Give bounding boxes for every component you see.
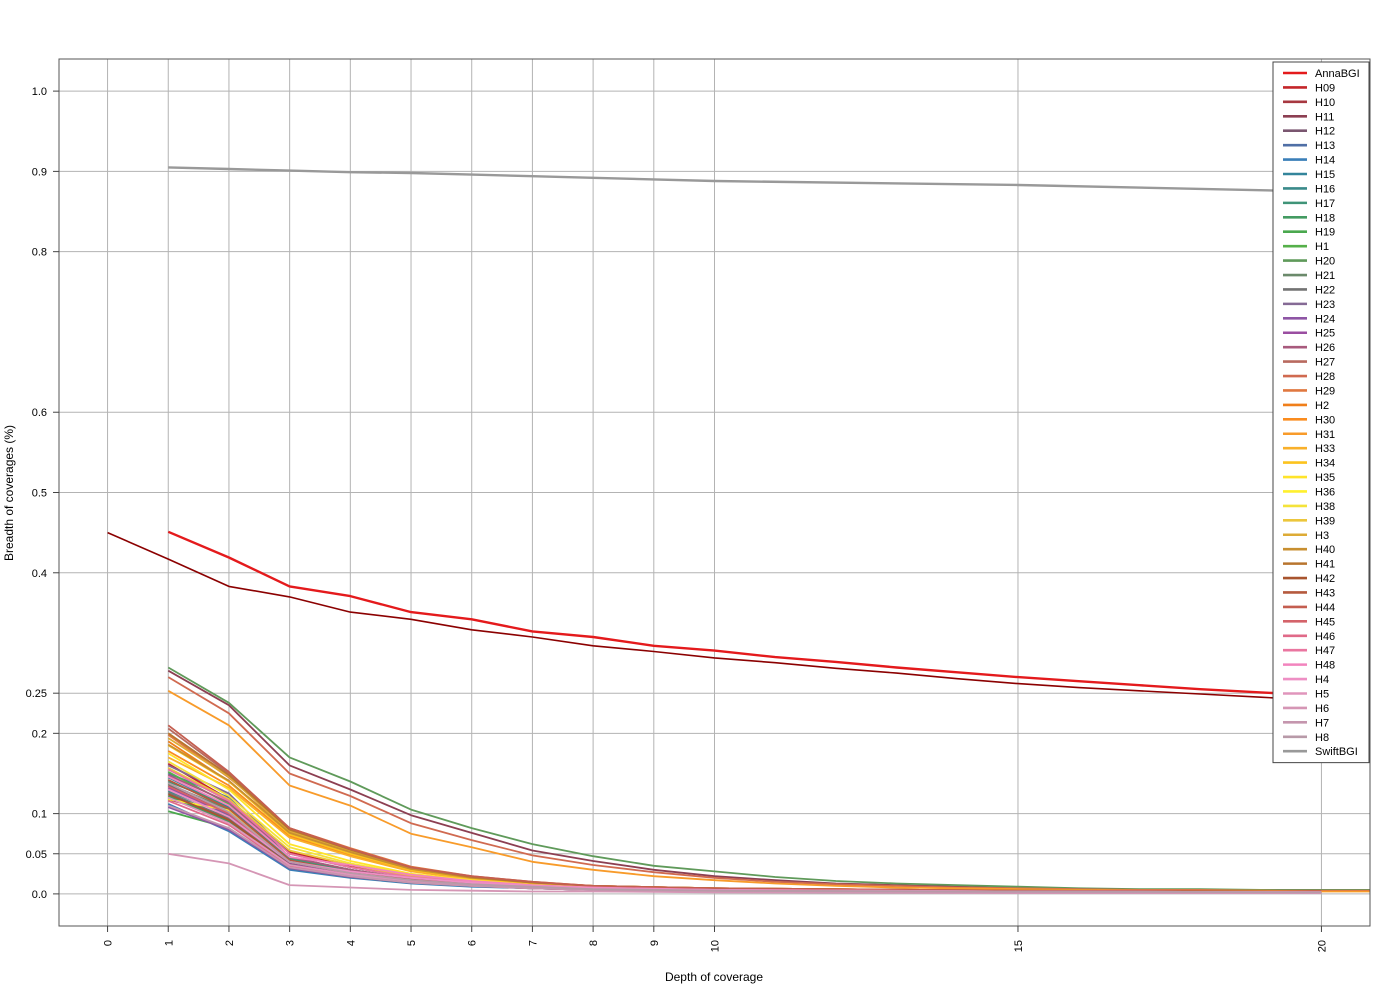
legend-label: H3 <box>1315 530 1329 542</box>
legend-label: H5 <box>1315 688 1329 700</box>
x-tick-label: 5 <box>406 940 418 946</box>
x-tick-label: 2 <box>224 940 236 946</box>
x-tick-label: 0 <box>103 940 115 946</box>
legend-label: H36 <box>1315 486 1335 498</box>
legend-label: H14 <box>1315 155 1335 167</box>
x-axis-label: Depth of coverage <box>665 970 763 984</box>
legend-label: H4 <box>1315 674 1329 686</box>
legend-label: H35 <box>1315 472 1335 484</box>
legend-label: H20 <box>1315 256 1335 268</box>
y-axis-label: Breadth of coverages (%) <box>2 425 16 561</box>
legend-label: H27 <box>1315 357 1335 369</box>
legend-label: H39 <box>1315 515 1335 527</box>
y-tick-label: 0.1 <box>32 809 47 821</box>
legend-label: H8 <box>1315 732 1329 744</box>
legend-label: H48 <box>1315 660 1335 672</box>
legend-label: SwiftBGI <box>1315 746 1358 758</box>
legend-label: H22 <box>1315 284 1335 296</box>
legend-label: H2 <box>1315 400 1329 412</box>
y-tick-label: 0.5 <box>32 488 47 500</box>
legend-label: H6 <box>1315 703 1329 715</box>
legend-label: H41 <box>1315 559 1335 571</box>
legend-box <box>1272 61 1370 764</box>
legend-label: H19 <box>1315 227 1335 239</box>
x-tick-label: 6 <box>467 940 479 946</box>
legend-label: H18 <box>1315 212 1335 224</box>
y-tick-label: 0.4 <box>32 568 47 580</box>
legend-label: H47 <box>1315 645 1335 657</box>
legend-label: H16 <box>1315 183 1335 195</box>
legend-label: H15 <box>1315 169 1335 181</box>
legend-label: H12 <box>1315 126 1335 138</box>
legend-label: H23 <box>1315 299 1335 311</box>
series-line <box>167 782 1322 894</box>
legend-label: AnnaBGI <box>1315 68 1360 80</box>
y-tick-label: 0.05 <box>26 849 47 861</box>
legend-label: H09 <box>1315 82 1335 94</box>
series-lines <box>107 166 1371 894</box>
y-tick-label: 0.2 <box>32 728 47 740</box>
legend-label: H28 <box>1315 371 1335 383</box>
x-tick-label: 15 <box>1013 940 1025 952</box>
x-tick-label: 4 <box>345 940 357 946</box>
y-tick-label: 0.8 <box>32 247 47 259</box>
x-axis: 0 1 2 3 4 5 6 7 8 9 10 15 20 <box>103 926 1328 952</box>
x-tick-label: 8 <box>588 940 600 946</box>
legend-label: H45 <box>1315 616 1335 628</box>
y-axis: 0.0 0.05 0.1 0.2 0.25 0.4 0.5 0.6 0.8 0.9 1.0 <box>26 86 59 901</box>
legend-label: H24 <box>1315 313 1335 325</box>
y-tick-label: 1.0 <box>32 86 47 98</box>
legend-label: H1 <box>1315 241 1329 253</box>
legend-label: H30 <box>1315 414 1335 426</box>
x-tick-label: 9 <box>649 940 661 946</box>
legend-label: H10 <box>1315 97 1335 109</box>
y-tick-label: 0.9 <box>32 166 47 178</box>
legend-label: H38 <box>1315 501 1335 513</box>
series-line <box>167 530 1371 700</box>
x-tick-label: 20 <box>1316 940 1328 952</box>
series-line <box>168 166 1371 195</box>
legend-label: H33 <box>1315 443 1335 455</box>
series-line <box>107 531 1371 702</box>
legend-label: H7 <box>1315 717 1329 729</box>
legend-label: H31 <box>1315 429 1335 441</box>
x-tick-label: 10 <box>710 940 722 952</box>
legend-label: H26 <box>1315 342 1335 354</box>
x-tick-label: 7 <box>527 940 539 946</box>
legend-label: H29 <box>1315 385 1335 397</box>
y-tick-label: 0.25 <box>26 688 47 700</box>
legend-label: H34 <box>1315 458 1335 470</box>
legend: AnnaBGI H09 H10 H11 H12 H13 H14 H15 H16 H17 H18 H19… <box>1272 61 1370 764</box>
y-tick-label: 0.0 <box>32 889 47 901</box>
series-line <box>167 676 1370 892</box>
legend-label: H21 <box>1315 270 1335 282</box>
series-line <box>167 724 1322 893</box>
legend-label: H13 <box>1315 140 1335 152</box>
legend-label: H43 <box>1315 587 1335 599</box>
legend-label: H11 <box>1315 111 1334 123</box>
legend-label: H40 <box>1315 544 1335 556</box>
legend-label: H17 <box>1315 198 1335 210</box>
x-tick-label: 3 <box>285 940 297 946</box>
y-tick-label: 0.6 <box>32 407 47 419</box>
legend-label: H42 <box>1315 573 1335 585</box>
legend-label: H25 <box>1315 328 1335 340</box>
series-line <box>168 852 1322 894</box>
legend-label: H44 <box>1315 602 1335 614</box>
x-tick-label: 1 <box>163 940 175 946</box>
legend-label: H46 <box>1315 631 1335 643</box>
